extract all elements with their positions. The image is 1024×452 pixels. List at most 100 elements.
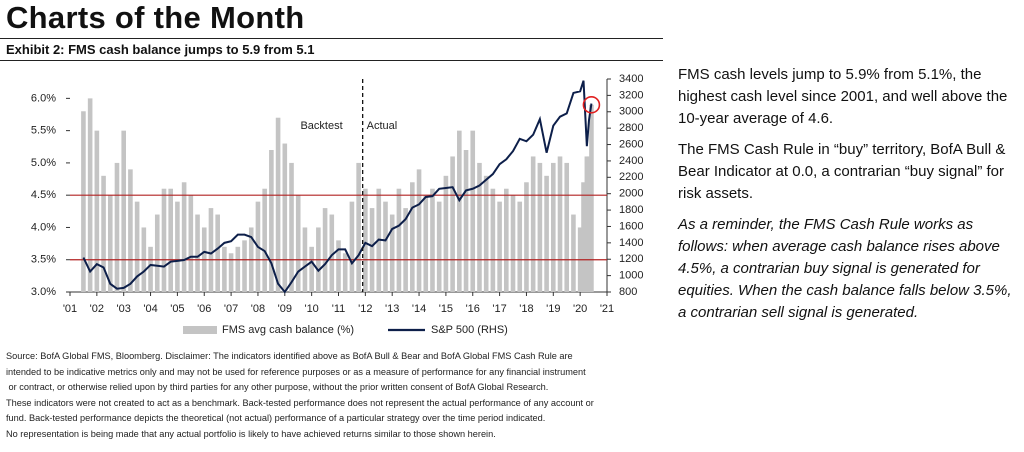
bar	[564, 162, 570, 292]
y2-tick-label: 1200	[619, 253, 643, 265]
source-notes: Source: BofA Global FMS, Bloomberg. Disc…	[6, 349, 594, 442]
bar	[430, 188, 435, 292]
legend-label: S&P 500 (RHS)	[431, 324, 508, 336]
bar	[524, 182, 529, 292]
bar	[235, 246, 241, 292]
exhibit-title: Exhibit 2: FMS cash balance jumps to 5.9…	[6, 42, 315, 57]
commentary-paragraph: The FMS Cash Rule in “buy” territory, Bo…	[678, 141, 1006, 202]
bar	[416, 169, 422, 292]
source-line: fund. Back-tested performance depicts th…	[6, 413, 546, 423]
legend-swatch	[183, 326, 217, 334]
x-tick-label: '08	[251, 303, 265, 315]
y-tick-label: 5.0%	[31, 157, 56, 169]
commentary-paragraph: FMS cash levels jump to 5.9% from 5.1%, …	[678, 66, 1008, 127]
bar	[457, 130, 462, 292]
bar	[275, 117, 281, 293]
y2-tick-label: 2000	[619, 188, 643, 200]
x-tick-label: '07	[224, 303, 238, 315]
legend-label: FMS avg cash balance (%)	[222, 324, 354, 336]
bar	[269, 150, 274, 292]
bar	[517, 201, 523, 292]
x-tick-label: '19	[546, 303, 560, 315]
bar	[349, 201, 355, 292]
bar	[356, 162, 361, 292]
bar	[383, 201, 388, 292]
y2-tick-label: 1000	[619, 270, 643, 282]
bar	[423, 195, 429, 292]
x-tick-label: '02	[90, 303, 104, 315]
y2-tick-label: 800	[619, 286, 637, 298]
source-line: Source: BofA Global FMS, Bloomberg. Disc…	[6, 351, 573, 361]
chart: 3.0% 3.5% 4.0% 4.5% 5.0% 5.5% 6.0% 800 1000 1200 1…	[31, 73, 644, 336]
bar	[262, 188, 267, 292]
bar	[450, 156, 455, 292]
bar	[181, 182, 187, 292]
x-tick-label: '03	[117, 303, 131, 315]
bar	[81, 111, 86, 292]
bar	[148, 246, 153, 292]
bar	[322, 208, 328, 292]
bar	[510, 195, 516, 292]
page-title: Charts of the Month	[6, 0, 305, 35]
bar	[134, 201, 140, 292]
y2-tick-label: 2400	[619, 155, 643, 167]
y-tick-label: 3.0%	[31, 286, 56, 298]
bar	[222, 246, 227, 292]
bar	[589, 104, 594, 293]
bar	[483, 175, 489, 292]
bar	[168, 188, 173, 292]
bar	[242, 240, 247, 292]
bar	[282, 143, 288, 292]
bar	[497, 201, 502, 292]
bar	[363, 188, 368, 292]
bar	[309, 246, 314, 292]
bar	[188, 195, 194, 292]
divider-label: Actual	[367, 120, 398, 132]
bar	[107, 195, 113, 292]
x-tick-label: '01	[63, 303, 77, 315]
bar	[289, 162, 294, 292]
source-line: or contract, or otherwise relied upon by…	[6, 382, 549, 392]
y2-tick-label: 3000	[619, 106, 643, 118]
y2-tick-label: 1800	[619, 204, 643, 216]
bar	[114, 162, 120, 292]
source-line: intended to be indicative metrics only a…	[6, 366, 586, 377]
commentary: FMS cash levels jump to 5.9% from 5.1%, …	[678, 64, 1020, 333]
x-tick-label: '12	[358, 303, 372, 315]
bar	[175, 201, 180, 292]
bar	[154, 214, 160, 292]
bar	[581, 182, 586, 292]
bar	[477, 162, 482, 292]
bar	[530, 156, 536, 292]
y2-tick-label: 3400	[619, 73, 643, 85]
bar	[504, 188, 509, 292]
x-tick-label: '16	[466, 303, 480, 315]
x-tick-label: '15	[439, 303, 453, 315]
bar	[557, 156, 563, 292]
exhibit-rule	[0, 60, 663, 61]
y2-tick-label: 1600	[619, 220, 643, 232]
x-tick-label: '14	[412, 303, 426, 315]
bar	[228, 253, 234, 292]
y-tick-label: 4.0%	[31, 221, 56, 233]
bar	[329, 214, 335, 292]
highlight-circle	[582, 96, 601, 114]
bar	[94, 130, 100, 292]
bar	[369, 208, 375, 292]
y2-tick-label: 1400	[619, 237, 643, 249]
x-tick-label: '20	[573, 303, 587, 315]
y2-tick-label: 2600	[619, 138, 643, 150]
x-tick-label: '17	[492, 303, 506, 315]
x-tick-label: '18	[519, 303, 533, 315]
commentary-paragraph: As a reminder, the FMS Cash Rule works a…	[678, 216, 1012, 321]
x-tick-label: '21	[600, 303, 614, 315]
y-tick-label: 5.5%	[31, 125, 56, 137]
bar	[295, 195, 301, 292]
y2-tick-label: 2200	[619, 171, 643, 183]
bar	[101, 175, 106, 292]
divider-label: Backtest	[300, 120, 342, 132]
source-line: No representation is being made that any…	[6, 428, 496, 439]
bar	[551, 162, 556, 292]
x-tick-label: '09	[278, 303, 292, 315]
bar	[410, 182, 415, 292]
